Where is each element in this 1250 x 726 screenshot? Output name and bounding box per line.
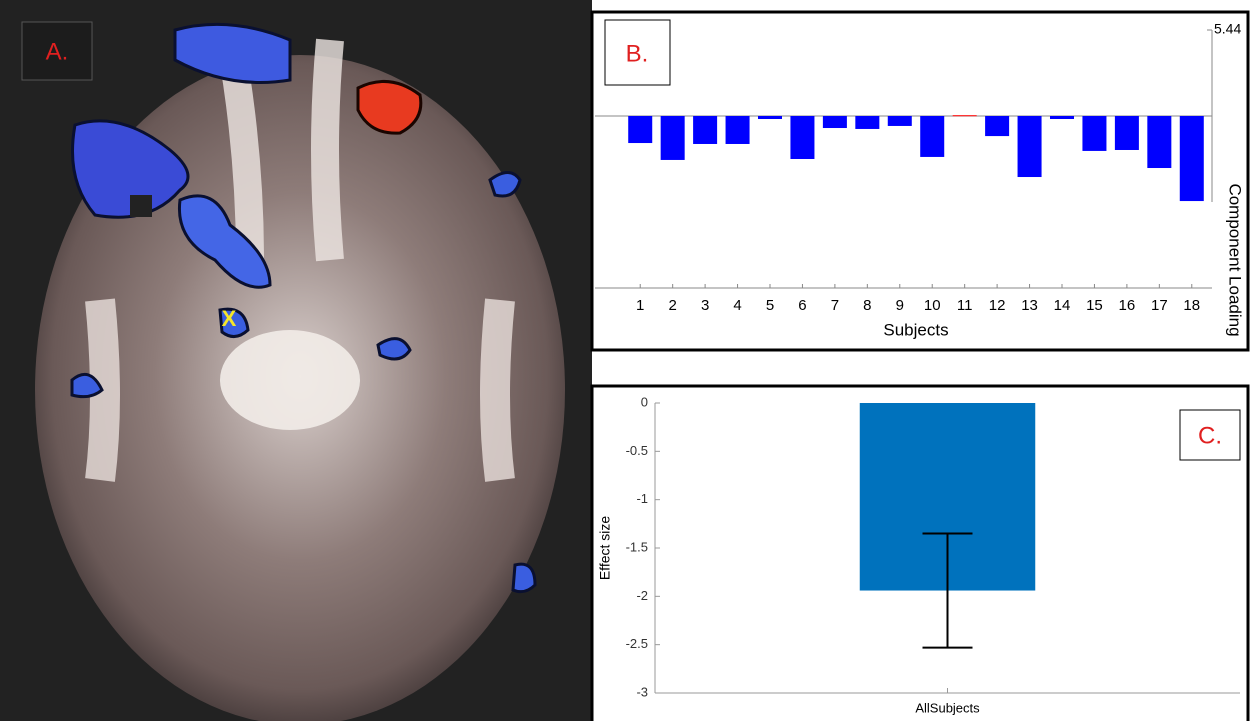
bar: [693, 116, 717, 144]
blob: [378, 339, 410, 359]
marker: X: [222, 306, 237, 331]
bar: [726, 116, 750, 144]
x-tick-label: 10: [924, 297, 941, 314]
bar: [1147, 116, 1171, 168]
panel-label: A.: [46, 38, 69, 65]
dark-voxel: [130, 195, 152, 217]
bar: [1115, 116, 1139, 150]
bar: [888, 116, 912, 126]
bar: [1050, 116, 1074, 119]
panel-label: B.: [626, 40, 649, 67]
bar: [823, 116, 847, 128]
bar: [953, 115, 977, 116]
bar: [985, 116, 1009, 136]
bar: [661, 116, 685, 160]
x-tick-label: 1: [636, 297, 644, 314]
x-tick-label: 3: [701, 297, 709, 314]
y-tick-label: 5.44: [1214, 21, 1241, 37]
bar: [1082, 116, 1106, 151]
y-tick-label: -3: [636, 684, 648, 699]
y-tick-label: -2.5: [626, 636, 648, 651]
bar: [1018, 116, 1042, 177]
x-tick-label: 17: [1151, 297, 1168, 314]
y-tick-label: -1.5: [626, 539, 648, 554]
x-tick-label: 8: [863, 297, 871, 314]
x-tick-label: 9: [896, 297, 904, 314]
x-tick-label: 4: [733, 297, 741, 314]
panel-a: X A.: [0, 0, 592, 721]
y-tick-label: -1: [636, 491, 648, 506]
x-tick-label: 11: [957, 297, 973, 314]
bar: [628, 116, 652, 143]
x-tick-label: 15: [1086, 297, 1103, 314]
x-tick-label: AllSubjects: [915, 700, 980, 715]
panel-label: C.: [1198, 422, 1222, 449]
bar: [790, 116, 814, 159]
bar: [1180, 116, 1204, 201]
y-axis-label: Component Loading: [1226, 183, 1245, 336]
blob: [513, 564, 535, 592]
x-tick-label: 14: [1054, 297, 1071, 314]
bar: [855, 116, 879, 129]
x-tick-label: 5: [766, 297, 774, 314]
x-tick-label: 12: [989, 297, 1006, 314]
midbrain: [220, 330, 360, 430]
figure: X A. B. C. 5.44 Component Loading Subjects…: [0, 0, 1250, 721]
x-tick-label: 2: [668, 297, 676, 314]
bar: [920, 116, 944, 157]
x-tick-label: 6: [798, 297, 806, 314]
y-axis-label: Effect size: [597, 516, 613, 581]
x-tick-label: 7: [831, 297, 839, 314]
bar: [758, 116, 782, 119]
x-axis-label: Subjects: [883, 320, 948, 339]
y-tick-label: -0.5: [626, 443, 648, 458]
y-tick-label: -2: [636, 588, 648, 603]
y-tick-label: 0: [641, 394, 648, 409]
x-tick-label: 16: [1119, 297, 1136, 314]
x-tick-label: 18: [1183, 297, 1200, 314]
x-tick-label: 13: [1021, 297, 1038, 314]
